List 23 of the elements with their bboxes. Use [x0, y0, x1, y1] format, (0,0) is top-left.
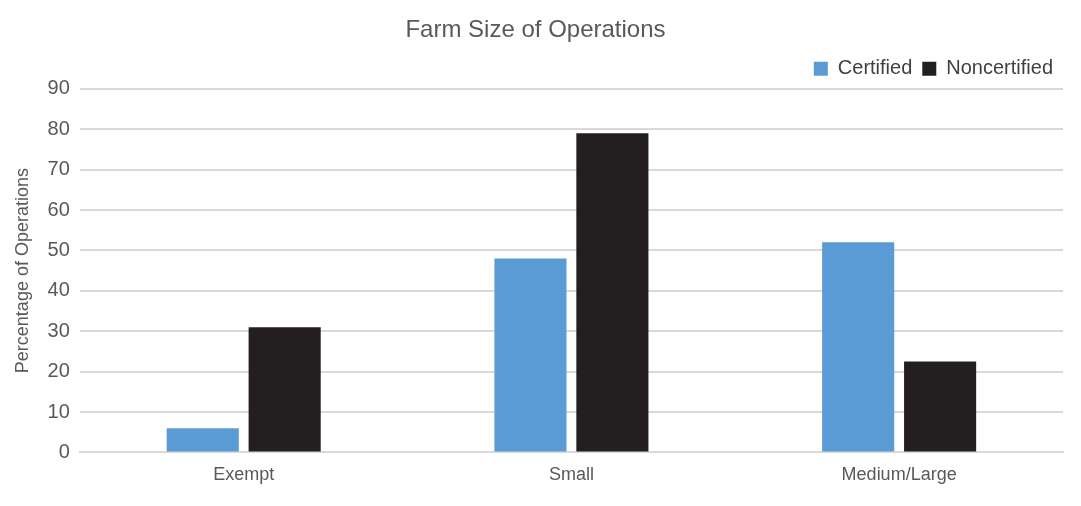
x-tick-label: Exempt [213, 464, 275, 485]
x-tick-label: Small [548, 464, 594, 485]
y-tick-label: 70 [47, 157, 70, 180]
y-tick-label: 80 [47, 116, 70, 139]
legend-label: Noncertified [946, 56, 1053, 79]
bar [248, 327, 321, 452]
y-tick-label: 90 [47, 76, 70, 99]
y-tick-label: 10 [47, 399, 70, 422]
bar [576, 133, 649, 452]
x-tick-label: Medium/Large [841, 464, 957, 485]
bar [822, 242, 895, 452]
y-tick-label: 30 [47, 318, 70, 341]
legend-label: Certified [837, 56, 913, 79]
bar [494, 258, 567, 452]
y-tick-label: 0 [58, 439, 70, 462]
bar [166, 428, 239, 452]
chart-title: Farm Size of Operations [405, 15, 666, 43]
y-tick-label: 40 [47, 278, 70, 301]
y-tick-label: 50 [47, 237, 70, 260]
y-tick-label: 20 [47, 359, 70, 382]
y-axis-title: Percentage of Operations [11, 168, 32, 374]
bar [904, 361, 977, 452]
y-tick-label: 60 [47, 197, 70, 220]
